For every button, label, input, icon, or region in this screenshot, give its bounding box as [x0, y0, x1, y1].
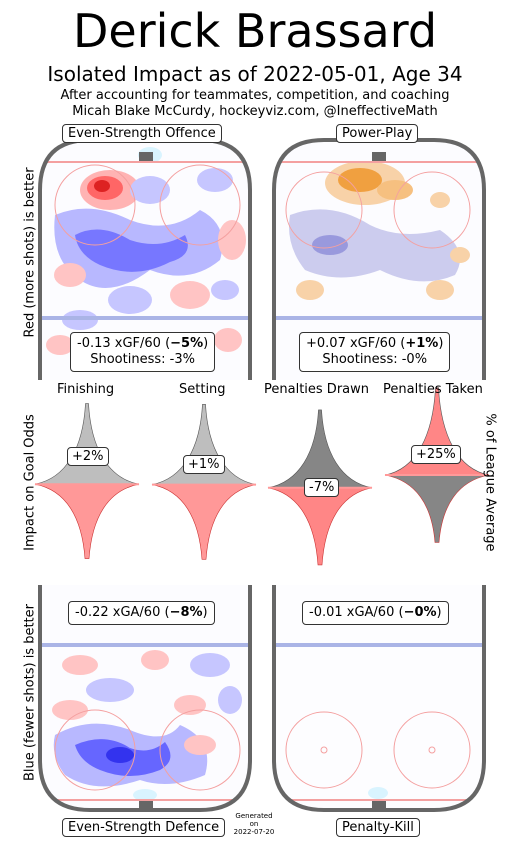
- pp-shootiness: Shootiness: -0%: [322, 352, 428, 367]
- eso-shootiness: Shootiness: -3%: [90, 352, 195, 367]
- esd-stat-prefix: -0.22 xGA/60 (: [75, 605, 170, 620]
- col-label-finishing: Finishing: [57, 382, 115, 397]
- defence-side-label: Blue (fewer shots) is better: [22, 604, 38, 781]
- pk-stat-bold: −0%: [403, 605, 437, 620]
- pp-label: Power-Play: [336, 124, 419, 143]
- page-title: Derick Brassard: [72, 4, 438, 58]
- generated-line-3: 2022-07-20: [233, 828, 275, 836]
- eso-stat-prefix: -0.13 xGF/60 (: [77, 336, 171, 351]
- esd-stat-bold: −8%: [169, 605, 203, 620]
- col-label-setting: Setting: [179, 382, 226, 397]
- violin-group: [34, 387, 490, 566]
- col-label-penalties-drawn: Penalties Drawn: [264, 382, 369, 397]
- violin-3-lower: [384, 474, 490, 543]
- eso-stat-suffix: ): [203, 336, 209, 351]
- page-subtitle: Isolated Impact as of 2022-05-01, Age 34: [47, 62, 463, 86]
- pct-finishing: +2%: [67, 447, 109, 466]
- pk-stat-box: -0.01 xGA/60 (−0%): [302, 601, 449, 625]
- note-line-1: After accounting for teammates, competit…: [60, 88, 450, 103]
- offence-side-label: Red (more shots) is better: [22, 167, 38, 338]
- violin-0-lower: [34, 483, 140, 559]
- esd-stat-box: -0.22 xGA/60 (−8%): [68, 601, 215, 625]
- violin-2-lower: [267, 487, 373, 566]
- generated-line-2: on: [249, 820, 259, 828]
- middle-side-label: Impact on Goal Odds: [22, 414, 38, 551]
- violin-0-upper: [34, 403, 140, 485]
- violin-1: [151, 404, 257, 560]
- pp-stat-suffix: ): [438, 336, 444, 351]
- pk-label: Penalty-Kill: [336, 818, 420, 837]
- generated-note: Generated on 2022-07-20: [226, 812, 282, 836]
- violin-2: [267, 409, 373, 566]
- eso-stat-bold: −5%: [170, 336, 204, 351]
- violin-0: [34, 403, 140, 559]
- pct-setting: +1%: [183, 455, 225, 474]
- pp-stat-bold: +1%: [405, 336, 439, 351]
- violin-1-lower: [151, 484, 257, 560]
- esd-rink: [38, 585, 252, 812]
- esd-label: Even-Strength Defence: [62, 818, 226, 837]
- eso-stat-box: -0.13 xGF/60 (−5%) Shootiness: -3%: [70, 332, 216, 372]
- right-side-label: % of League Average: [482, 413, 498, 552]
- violin-3: [384, 387, 490, 543]
- col-label-penalties-taken: Penalties Taken: [383, 382, 483, 397]
- eso-label: Even-Strength Offence: [62, 124, 222, 143]
- esd-stat-suffix: ): [202, 605, 208, 620]
- generated-line-1: Generated: [235, 812, 273, 820]
- pct-penalties-taken: +25%: [411, 445, 461, 464]
- pk-stat-suffix: ): [436, 605, 442, 620]
- pp-stat-prefix: +0.07 xGF/60 (: [306, 336, 406, 351]
- pp-stat-box: +0.07 xGF/60 (+1%) Shootiness: -0%: [299, 332, 451, 372]
- pct-penalties-drawn: -7%: [304, 478, 340, 497]
- pk-stat-prefix: -0.01 xGA/60 (: [309, 605, 404, 620]
- note-line-2: Micah Blake McCurdy, hockeyviz.com, @Ine…: [72, 104, 438, 119]
- violin-2-upper: [267, 409, 373, 489]
- violin-1-upper: [151, 404, 257, 485]
